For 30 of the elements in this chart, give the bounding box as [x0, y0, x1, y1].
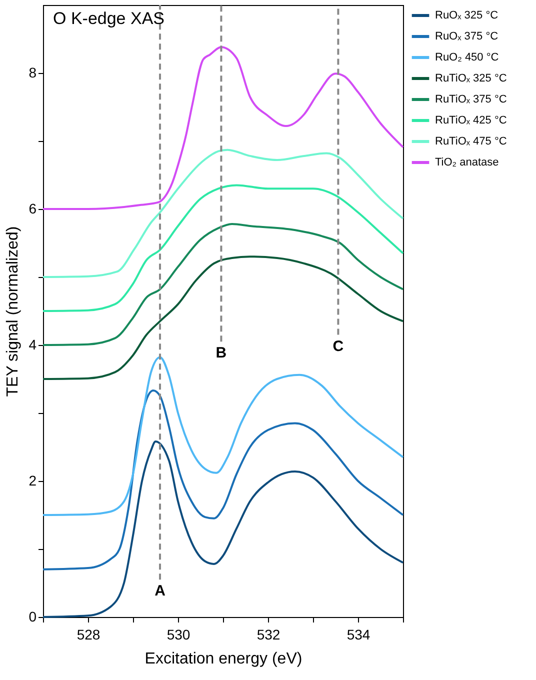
x-axis-title: Excitation energy (eV): [144, 650, 302, 668]
line-series: [42, 390, 404, 570]
legend-label: RuTiOₓ 325 °C: [435, 72, 507, 84]
x-tick-label: 530: [166, 626, 190, 642]
x-tick-label: 534: [346, 626, 370, 642]
y-tick-label: 2: [28, 472, 37, 488]
legend-label: RuOₓ 325 °C: [435, 10, 498, 22]
legend-label: RuTiOₓ 425 °C: [435, 114, 507, 126]
line-series: [42, 184, 404, 312]
y-axis-title: TEY signal (normalized): [4, 226, 22, 397]
annotation: C: [332, 338, 344, 355]
line-series: [42, 148, 404, 278]
x-tick-label: 532: [256, 626, 280, 642]
annotation: B: [216, 344, 227, 362]
x-tick-label: 528: [76, 626, 100, 642]
legend-label: RuO₂ 450 °C: [435, 52, 499, 64]
legend-label: RuTiOₓ 475 °C: [435, 136, 507, 148]
legend-label: RuOₓ 375 °C: [435, 30, 498, 42]
legend-label: RuTiOₓ 375 °C: [435, 94, 507, 106]
line-series: [42, 440, 404, 618]
annotation: A: [154, 582, 166, 600]
chart-title: O K-edge XAS: [53, 9, 165, 28]
legend-label: TiO₂ anatase: [435, 156, 499, 168]
line-series: [42, 256, 404, 380]
y-tick-label: 0: [28, 608, 37, 624]
y-tick-label: 8: [28, 64, 37, 80]
line-series: [42, 356, 404, 516]
line-series: [42, 46, 404, 210]
y-tick-label: 6: [28, 200, 37, 216]
y-tick-label: 4: [28, 336, 37, 352]
